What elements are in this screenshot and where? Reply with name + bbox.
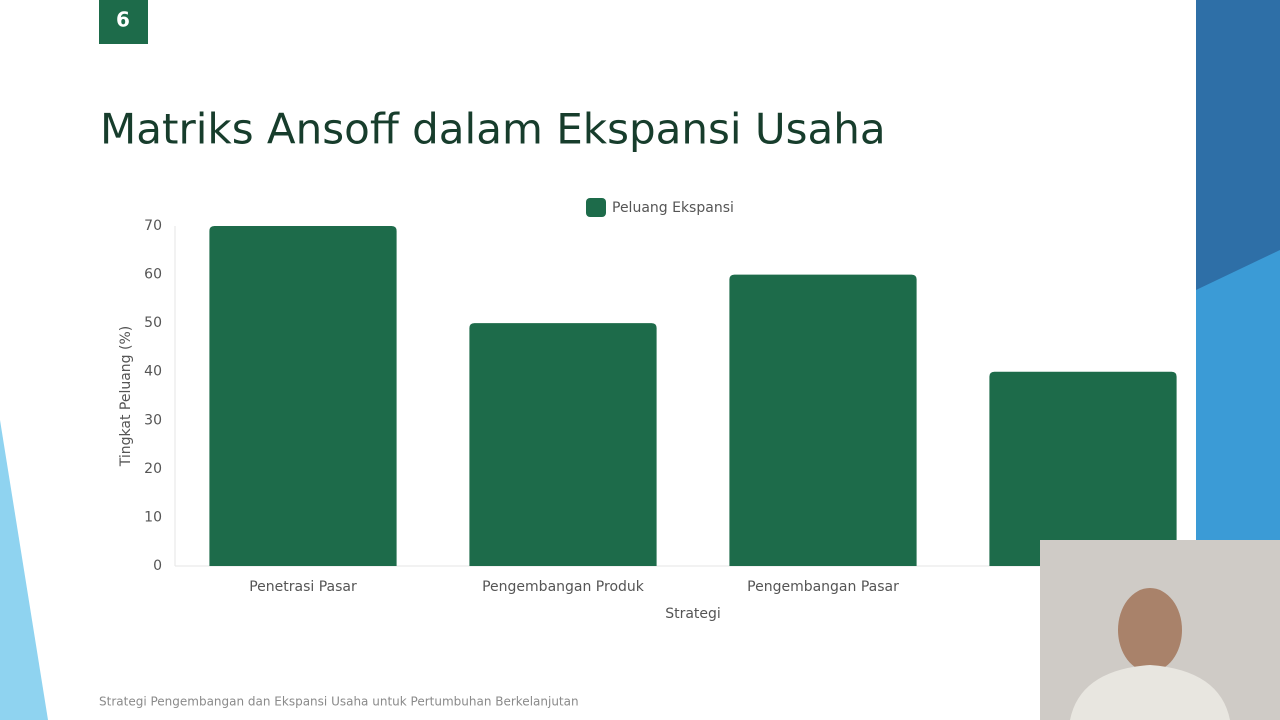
webcam-face — [1118, 588, 1182, 672]
bar — [469, 323, 657, 566]
footer: Strategi Pengembangan dan Ekspansi Usaha… — [99, 695, 579, 709]
legend-label: Peluang Ekspansi — [612, 200, 734, 216]
y-tick-label: 70 — [144, 218, 162, 234]
bar — [209, 226, 397, 566]
bar — [989, 371, 1177, 566]
x-axis-title: Strategi — [665, 606, 721, 622]
x-tick-label: Pengembangan Pasar — [747, 579, 899, 595]
y-tick-label: 60 — [144, 267, 162, 283]
y-axis-title: Tingkat Peluang (%) — [118, 326, 134, 468]
y-tick-label: 20 — [144, 461, 162, 477]
corner-decor — [0, 420, 48, 720]
slide-number: 6 — [116, 8, 130, 32]
chart-title: Matriks Ansoff dalam Ekspansi Usaha — [100, 105, 886, 154]
plot: 0 10 20 30 40 50 60 70 Peluang Ekspansi Penetrasi… — [144, 198, 1177, 595]
y-tick-label: 50 — [144, 315, 162, 331]
x-tick-label: Penetrasi Pasar — [249, 579, 357, 595]
y-tick-label: 0 — [153, 558, 162, 574]
legend-swatch — [586, 198, 606, 217]
y-tick-label: 10 — [144, 509, 162, 525]
y-tick-label: 40 — [144, 364, 162, 380]
bar — [729, 274, 917, 566]
webcam-overlay — [1040, 540, 1280, 720]
side-decor-light — [1196, 250, 1280, 540]
slide-number-box — [99, 0, 148, 44]
y-tick-label: 30 — [144, 412, 162, 428]
webcam-body — [1070, 665, 1230, 720]
x-tick-label: Pengembangan Produk — [482, 579, 645, 595]
